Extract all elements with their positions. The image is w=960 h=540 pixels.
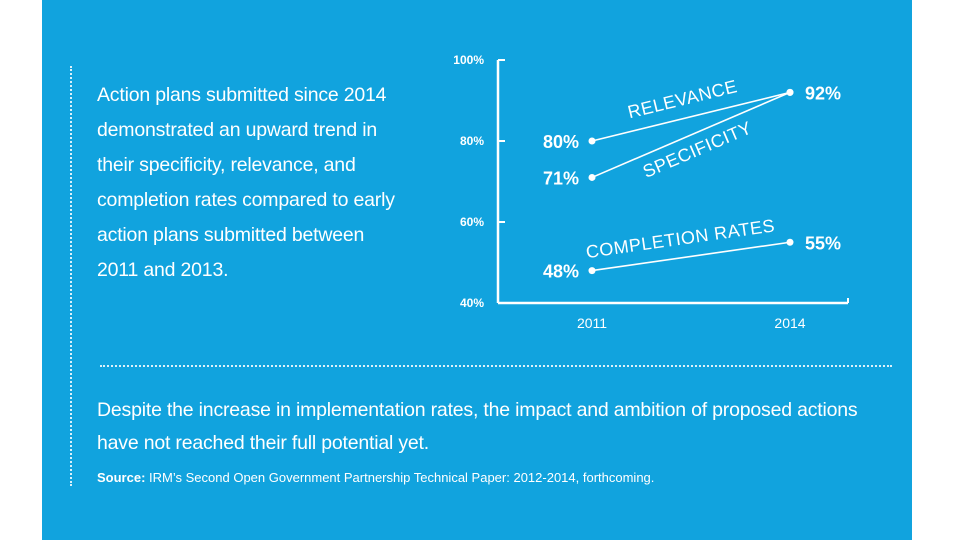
y-tick-label: 40% (460, 296, 484, 310)
source-label: Source: (97, 470, 146, 485)
vertical-dotted-divider (70, 66, 72, 486)
completion-rates-name-group: COMPLETION RATES (585, 215, 777, 262)
lead-paragraph: Action plans submitted since 2014 demons… (97, 84, 395, 281)
completion-rates-value-label-2011: 48% (543, 262, 579, 282)
horizontal-dotted-divider (100, 365, 892, 367)
specificity-value-label-2011: 71% (543, 168, 579, 188)
y-tick-label: 60% (460, 215, 484, 229)
relevance-series-label: RELEVANCE (626, 76, 740, 122)
source-text: IRM’s Second Open Government Partnership… (149, 470, 655, 485)
completion-rates-point-2011 (588, 267, 596, 275)
x-tick-label: 2011 (577, 315, 607, 331)
y-tick-label: 100% (453, 53, 484, 67)
completion-rates-line (591, 241, 791, 272)
relevance-value-label-2014: 92% (805, 83, 841, 103)
relevance-name-group: RELEVANCE (626, 76, 740, 122)
completion-rates-series-label: COMPLETION RATES (585, 215, 777, 262)
background-panel (42, 0, 912, 540)
relevance-value-label-2011: 80% (543, 132, 579, 152)
specificity-line (591, 91, 791, 179)
line-chart: 40% 60% 80% 100% 2011 2014 80% 92% RELEVANCE 71%… (453, 53, 849, 331)
x-tick-label: 2014 (774, 315, 805, 331)
specificity-point-2011 (588, 173, 596, 181)
completion-rates-value-label-2014: 55% (805, 233, 841, 253)
y-tick-label: 80% (460, 134, 484, 148)
note-paragraph: Despite the increase in implementation r… (97, 399, 858, 454)
source-line: Source: IRM’s Second Open Government Par… (97, 470, 897, 485)
completion-rates-point-2014 (786, 238, 794, 246)
specificity-point-2014 (786, 88, 794, 96)
relevance-point-2011 (588, 137, 596, 145)
relevance-line (591, 91, 791, 142)
